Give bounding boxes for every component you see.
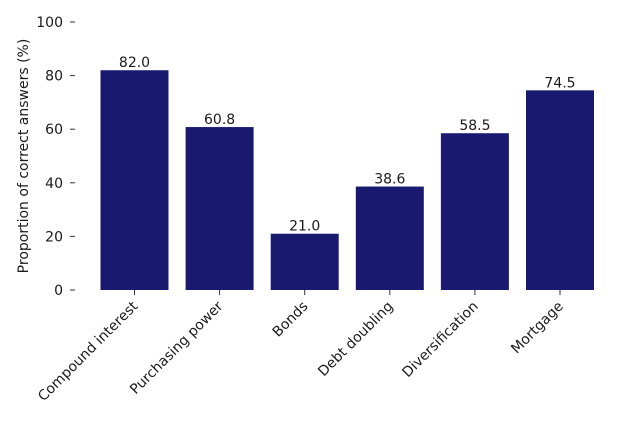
x-tick-label: Debt doubling <box>315 299 396 380</box>
x-tick-label: Mortgage <box>508 299 567 358</box>
y-axis-title: Proportion of correct answers (%) <box>16 39 32 274</box>
x-tick-label: Compound interest <box>35 298 142 405</box>
bar <box>100 70 169 291</box>
y-tick-label: 80 <box>45 69 63 85</box>
y-tick-label: 40 <box>45 176 63 192</box>
y-tick-label: 60 <box>45 122 63 138</box>
data-label: 60.8 <box>204 112 235 128</box>
bar <box>526 90 594 290</box>
bars-group: 82.0 60.8 21.0 38.6 58.5 74.5 <box>100 55 594 291</box>
y-axis: 0 20 40 60 80 100 <box>36 15 75 299</box>
bar <box>185 127 254 290</box>
data-label: 58.5 <box>459 118 490 134</box>
bar <box>440 133 509 290</box>
y-tick-label: 100 <box>36 15 63 31</box>
data-label: 21.0 <box>289 219 320 235</box>
data-label: 38.6 <box>374 172 405 188</box>
data-label: 82.0 <box>119 55 150 71</box>
bar <box>270 233 339 290</box>
data-label: 74.5 <box>544 75 575 91</box>
x-tick-label: Bonds <box>270 299 312 341</box>
x-tick-label: Diversification <box>399 299 481 381</box>
y-tick-label: 0 <box>54 283 63 299</box>
bar <box>355 186 424 290</box>
x-tick-label: Purchasing power <box>127 298 226 397</box>
y-tick-label: 20 <box>45 229 63 245</box>
